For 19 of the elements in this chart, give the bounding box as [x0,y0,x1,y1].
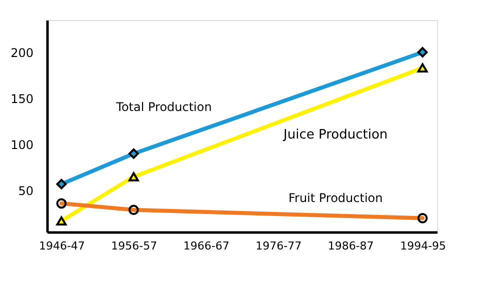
x-tick-label: 1946-47 [38,240,85,252]
x-tick-label: 1976-77 [256,240,302,252]
x-tick-label: 1956-57 [111,240,158,252]
series-label: Total Production [115,100,212,114]
point [417,47,428,58]
y-tick-label: 50 [18,184,34,198]
point [128,148,139,159]
y-tick-label: 150 [10,92,34,106]
point [56,178,67,190]
series-label: Fruit Production [288,191,383,206]
y-tick-label: 200 [10,46,34,60]
point [417,63,428,73]
y-tick-label: 100 [10,138,34,152]
x-tick-label: 1966-67 [183,240,230,252]
x-tick-label: 1986-87 [328,240,374,252]
point [128,172,139,182]
series-label: Juice Production [282,127,388,142]
x-tick-label: 1994-95 [400,240,446,252]
point [56,216,67,226]
